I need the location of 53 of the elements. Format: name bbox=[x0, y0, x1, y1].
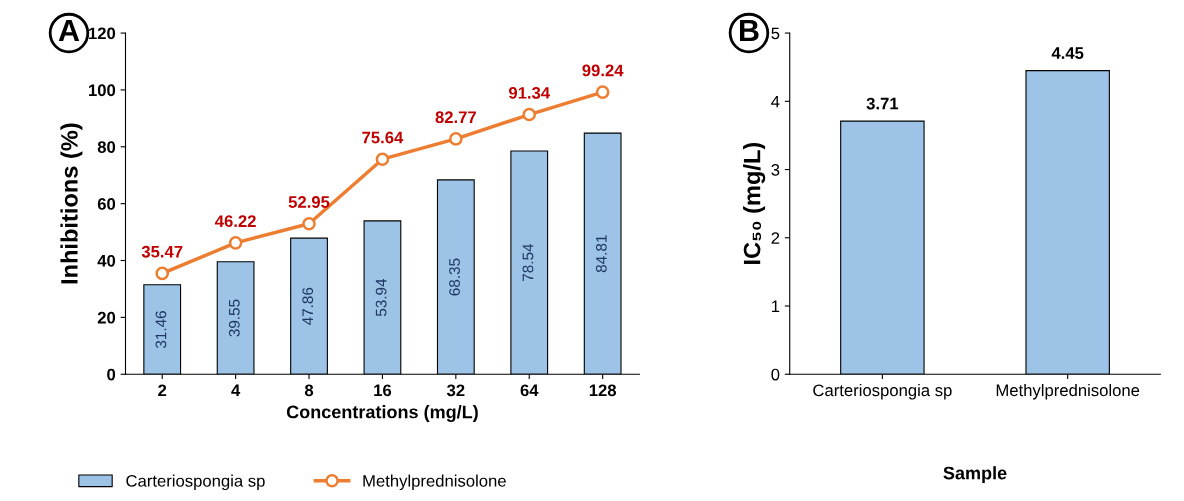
y-tick-label: 0 bbox=[107, 368, 116, 381]
point bbox=[522, 107, 537, 122]
x-tick-label: 8 bbox=[304, 384, 314, 397]
y-tick-label: 4 bbox=[771, 95, 780, 108]
x-tick-label: Methylprednisolone bbox=[996, 383, 1140, 400]
y-tick-label: 120 bbox=[89, 27, 116, 40]
x-tick-label: 64 bbox=[520, 384, 539, 397]
data-label: 53.94 bbox=[375, 278, 387, 317]
data-label: 39.55 bbox=[228, 299, 240, 337]
y-tick-label: 0 bbox=[771, 368, 780, 381]
x-tick-label: 16 bbox=[374, 384, 392, 397]
y-tick-label: 1 bbox=[772, 300, 780, 313]
point bbox=[155, 266, 170, 281]
data-label: 35.47 bbox=[141, 245, 183, 258]
point bbox=[228, 236, 243, 250]
x-tick-label: 4 bbox=[231, 384, 241, 397]
data-label: 84.81 bbox=[595, 235, 607, 273]
text: B bbox=[739, 19, 759, 41]
x-tick-label: 128 bbox=[589, 384, 617, 397]
y-tick-label: 5 bbox=[771, 27, 780, 40]
y-tick-label: 3 bbox=[771, 163, 780, 176]
x-axis-title: Concentrations (mg/L) bbox=[286, 405, 478, 422]
data-label: 46.22 bbox=[215, 215, 256, 228]
x-tick-label: 32 bbox=[446, 384, 465, 397]
y-axis-title: IC₅₀ (mg/L) bbox=[743, 142, 766, 264]
data-label: 3.71 bbox=[866, 97, 899, 110]
data-label: 52.95 bbox=[288, 196, 330, 208]
point bbox=[595, 85, 610, 99]
y-tick-label: 80 bbox=[97, 141, 116, 153]
data-label: 4.45 bbox=[1051, 47, 1084, 59]
legend-label: Methylprednisolone bbox=[363, 474, 506, 491]
text: A bbox=[58, 19, 80, 41]
y-tick-label: 2 bbox=[771, 232, 780, 244]
data-label: 99.24 bbox=[582, 64, 624, 77]
y-tick-label: 20 bbox=[97, 311, 116, 324]
point bbox=[302, 216, 316, 231]
point bbox=[375, 152, 390, 166]
x-tick-label: 2 bbox=[158, 384, 167, 397]
x-tick-label: Carteriospongia sp bbox=[813, 383, 952, 400]
legend-label: Carteriospongia sp bbox=[126, 474, 265, 491]
data-label: 47.86 bbox=[302, 287, 314, 325]
data-label: 91.34 bbox=[508, 86, 551, 99]
data-label: 75.64 bbox=[362, 131, 404, 144]
y-tick-label: 60 bbox=[97, 198, 116, 210]
y-axis-title: Inhibitions (%) bbox=[60, 123, 83, 284]
point bbox=[449, 132, 463, 146]
data-label: 78.54 bbox=[522, 243, 534, 281]
y-tick-label: 100 bbox=[89, 84, 116, 97]
y-tick-label: 40 bbox=[97, 254, 116, 267]
data-label: 68.35 bbox=[449, 258, 460, 296]
data-label: 82.77 bbox=[435, 111, 476, 124]
data-label: 31.46 bbox=[155, 311, 167, 349]
x-axis-title: Sample bbox=[943, 466, 1007, 483]
